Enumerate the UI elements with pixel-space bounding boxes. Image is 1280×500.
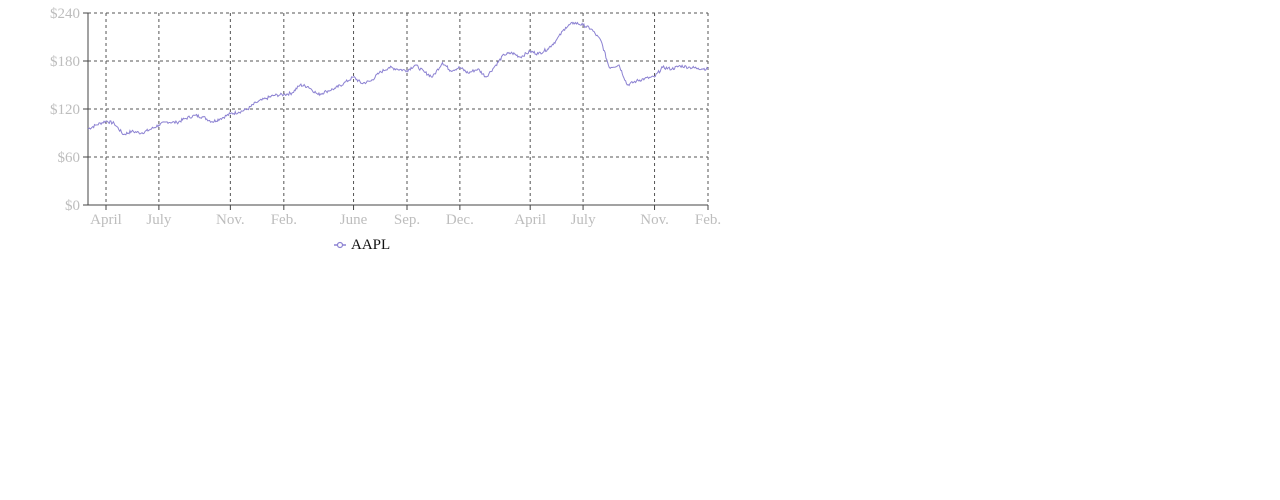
series-line-aapl [87,21,709,136]
x-tick-label: June [340,212,368,228]
x-tick-label: Sep. [394,212,420,228]
x-tick-label: July [146,212,172,228]
legend-label: AAPL [351,237,390,253]
x-tick-label: July [571,212,597,228]
x-tick-label: Nov. [640,212,669,228]
x-tick-label: Feb. [695,212,721,228]
y-axis-ticks: $0 $60 $120 $180 $240 [50,6,88,214]
chart-legend: AAPL [334,237,390,253]
x-tick-label: Nov. [216,212,245,228]
legend-swatch-marker [336,241,344,249]
x-axis-ticks: April July Nov. Feb. June Sep. Dec. April July No… [90,205,721,228]
y-tick-label: $120 [50,102,80,118]
y-tick-label: $180 [50,54,80,70]
chart-grid [88,12,709,206]
chart-series [87,21,709,136]
x-tick-label: Dec. [446,212,474,228]
x-tick-label: Feb. [271,212,297,228]
x-tick-label: April [90,212,122,228]
x-tick-label: April [514,212,546,228]
y-tick-label: $0 [65,198,80,214]
y-tick-label: $60 [58,150,81,166]
y-tick-label: $240 [50,6,80,22]
